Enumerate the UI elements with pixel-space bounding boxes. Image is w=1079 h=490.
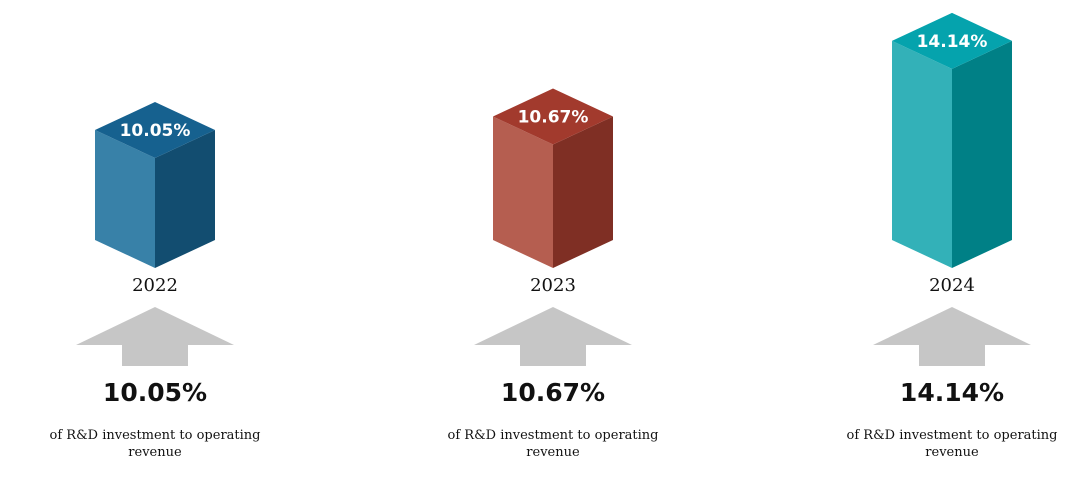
bar-top-face — [892, 12, 1012, 69]
up-arrow-icon — [873, 307, 1031, 366]
up-arrow-icon — [474, 307, 632, 366]
year-label: 2022 — [132, 275, 178, 296]
bar-left-face — [95, 130, 155, 268]
year-label: 2023 — [530, 275, 576, 296]
bar-top-face — [95, 102, 215, 158]
up-arrow-icon — [76, 307, 234, 366]
percent-value: 14.14% — [900, 378, 1004, 407]
percent-value: 10.67% — [501, 378, 605, 407]
percent-value: 10.05% — [103, 378, 207, 407]
bar-right-face — [553, 116, 613, 268]
bar-left-face — [892, 40, 952, 269]
year-label: 2024 — [929, 275, 975, 296]
caption-line: revenue — [128, 445, 182, 460]
bar-right-face — [155, 130, 215, 268]
caption-line: of R&D investment to operating — [448, 428, 659, 443]
bar-value-label: 10.05% — [120, 121, 191, 141]
bar-value-label: 14.14% — [917, 32, 988, 52]
bar-2024: 14.14% — [892, 12, 1012, 269]
bar-2022: 10.05% — [95, 102, 215, 268]
caption-line: of R&D investment to operating — [50, 428, 261, 443]
caption-line: revenue — [526, 445, 580, 460]
caption-line: of R&D investment to operating — [847, 428, 1058, 443]
bar-left-face — [493, 116, 553, 268]
bar-2023: 10.67% — [493, 88, 613, 268]
bar-right-face — [952, 40, 1012, 269]
bar-top-face — [493, 88, 613, 145]
bar-value-label: 10.67% — [518, 107, 589, 127]
caption-line: revenue — [925, 445, 979, 460]
